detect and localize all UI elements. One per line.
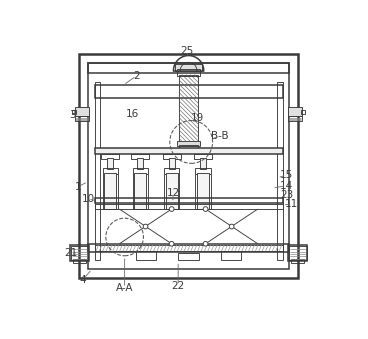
Bar [107, 158, 113, 168]
Bar [95, 198, 283, 202]
Bar [131, 154, 149, 159]
Circle shape [229, 224, 234, 229]
Bar [200, 158, 206, 168]
Bar [166, 173, 178, 209]
Text: 4: 4 [79, 275, 86, 284]
Circle shape [143, 224, 148, 229]
Bar [277, 82, 283, 260]
Text: 3: 3 [69, 110, 76, 120]
Bar [177, 69, 200, 76]
Text: 1: 1 [74, 182, 81, 192]
Bar [137, 251, 156, 260]
Bar [75, 116, 89, 121]
Bar [102, 154, 119, 159]
Bar [71, 245, 88, 260]
Text: 15: 15 [280, 170, 293, 180]
Bar [289, 245, 307, 260]
Bar [301, 110, 305, 114]
Bar [95, 245, 283, 251]
Bar [178, 253, 199, 260]
Text: 19: 19 [191, 113, 204, 123]
Bar [88, 63, 289, 73]
Bar [95, 85, 283, 98]
Text: 23: 23 [280, 190, 293, 200]
Text: 2: 2 [133, 71, 140, 81]
Bar [288, 116, 302, 121]
Text: A-A: A-A [116, 283, 133, 293]
Bar [194, 154, 212, 159]
Bar [88, 63, 289, 269]
Bar [73, 259, 86, 263]
Bar [70, 244, 89, 261]
Text: 10: 10 [82, 194, 95, 204]
Bar [164, 168, 179, 174]
Bar [169, 158, 175, 168]
Bar [221, 251, 241, 260]
Bar [163, 154, 181, 159]
Bar [95, 204, 283, 209]
Circle shape [169, 207, 174, 212]
Text: B-B: B-B [211, 131, 229, 141]
Bar [195, 168, 210, 174]
Bar [75, 107, 89, 116]
Text: 21: 21 [64, 248, 77, 258]
Bar [103, 168, 118, 174]
Text: 16: 16 [126, 109, 139, 119]
Bar [104, 173, 116, 209]
Bar [179, 145, 198, 149]
Bar [179, 75, 198, 142]
Bar [133, 168, 148, 174]
Text: 25: 25 [181, 46, 194, 56]
Text: 14: 14 [280, 181, 293, 191]
Bar [95, 82, 100, 260]
Text: 11: 11 [285, 199, 298, 209]
Bar [88, 244, 289, 252]
Bar [134, 173, 146, 209]
Text: 22: 22 [171, 281, 185, 291]
Bar [72, 110, 76, 114]
Bar [137, 158, 144, 168]
Circle shape [203, 207, 208, 212]
Bar [288, 107, 302, 116]
Bar [79, 54, 298, 278]
Text: 12: 12 [166, 188, 180, 198]
Circle shape [169, 241, 174, 246]
Bar [177, 141, 200, 146]
Bar [288, 244, 307, 261]
Bar [95, 148, 283, 154]
Bar [175, 64, 202, 71]
Bar [197, 173, 209, 209]
Circle shape [203, 241, 208, 246]
Bar [291, 259, 304, 263]
